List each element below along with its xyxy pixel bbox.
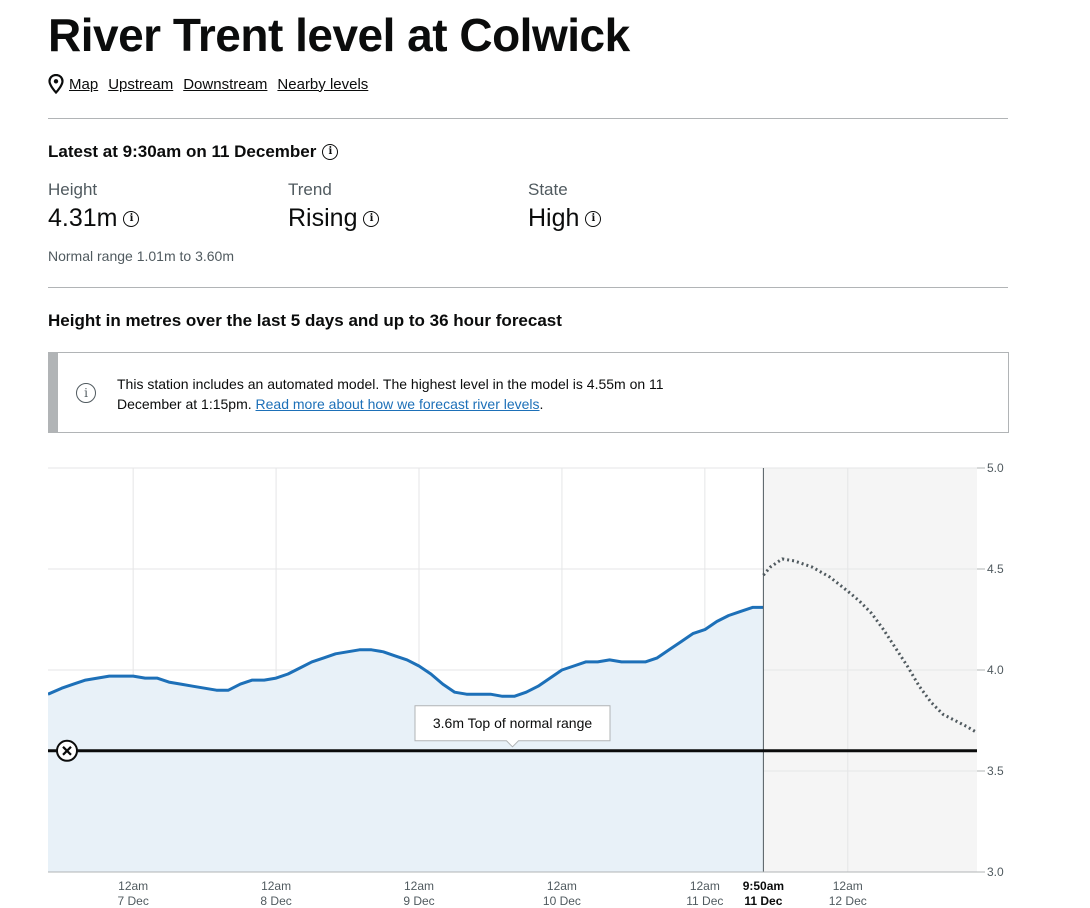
y-tick-label: 5.0	[987, 461, 1004, 475]
x-tick-label: 12am	[547, 879, 577, 893]
x-tick-label: 8 Dec	[260, 894, 291, 908]
upstream-link[interactable]: Upstream	[108, 75, 174, 93]
forecast-line	[762, 557, 978, 734]
x-tick-label: 12 Dec	[829, 894, 867, 908]
info-icon[interactable]: i	[123, 210, 140, 227]
height-stat: Height 4.31m i	[48, 180, 140, 233]
notice-body: This station includes an automated model…	[117, 376, 664, 412]
chart-heading: Height in metres over the last 5 days an…	[48, 311, 562, 330]
latest-heading-text: Latest at 9:30am on 11 December	[48, 142, 317, 161]
threshold-tooltip	[414, 705, 611, 748]
nearby-levels-link[interactable]: Nearby levels	[277, 75, 369, 93]
x-tick-label: 12am	[404, 879, 434, 893]
trend-label: Trend	[288, 180, 332, 199]
y-tick-label: 4.5	[987, 562, 1004, 576]
trend-stat: Trend Rising i	[288, 180, 380, 233]
x-tick-label: 10 Dec	[543, 894, 581, 908]
y-tick-label: 3.5	[987, 764, 1004, 778]
height-value: 4.31m	[48, 204, 118, 232]
x-tick-label: 12am	[118, 879, 148, 893]
page-title: River Trent level at Colwick	[48, 9, 630, 61]
y-tick-label: 4.0	[987, 663, 1004, 677]
trend-value: Rising	[288, 204, 358, 232]
info-icon: i	[76, 383, 96, 403]
info-icon[interactable]: i	[585, 210, 602, 227]
height-label: Height	[48, 180, 98, 199]
map-pin-icon	[48, 74, 64, 94]
divider	[48, 287, 1008, 288]
observed-area	[48, 607, 764, 872]
x-tick-label: 11 Dec	[686, 894, 723, 908]
forecast-notice: i This station includes an automated mod…	[48, 352, 1009, 433]
notice-end: .	[539, 396, 544, 412]
state-stat: State High i	[528, 180, 602, 233]
x-tick-label: 12am	[690, 879, 720, 893]
close-glyph	[62, 746, 72, 756]
state-value: High	[528, 204, 580, 232]
x-tick-label: 12am	[833, 879, 863, 893]
info-icon[interactable]: i	[322, 144, 339, 160]
x-tick-label: 12am	[261, 879, 291, 893]
forecast-info-link[interactable]: Read more about how we forecast river le…	[255, 396, 540, 412]
latest-heading: Latest at 9:30am on 11 December i	[48, 142, 339, 162]
y-tick-label: 3.0	[987, 865, 1004, 879]
x-tick-label: 9:50am	[743, 879, 784, 893]
normal-range: Normal range 1.01m to 3.60m	[48, 248, 234, 264]
threshold-label: 3.6m Top of normal range	[433, 715, 592, 731]
x-tick-label: 7 Dec	[117, 894, 148, 908]
state-label: State	[528, 180, 568, 199]
x-tick-label: 11 Dec	[744, 894, 782, 908]
observed-line	[48, 605, 764, 698]
divider	[48, 118, 1008, 119]
station-nav: Map Upstream Downstream Nearby levels	[48, 74, 378, 94]
map-link[interactable]: Map	[69, 75, 99, 93]
downstream-link[interactable]: Downstream	[183, 75, 268, 93]
notice-text: This station includes an automated model…	[117, 374, 717, 414]
x-tick-label: 9 Dec	[403, 894, 434, 908]
info-icon[interactable]: i	[363, 210, 380, 227]
